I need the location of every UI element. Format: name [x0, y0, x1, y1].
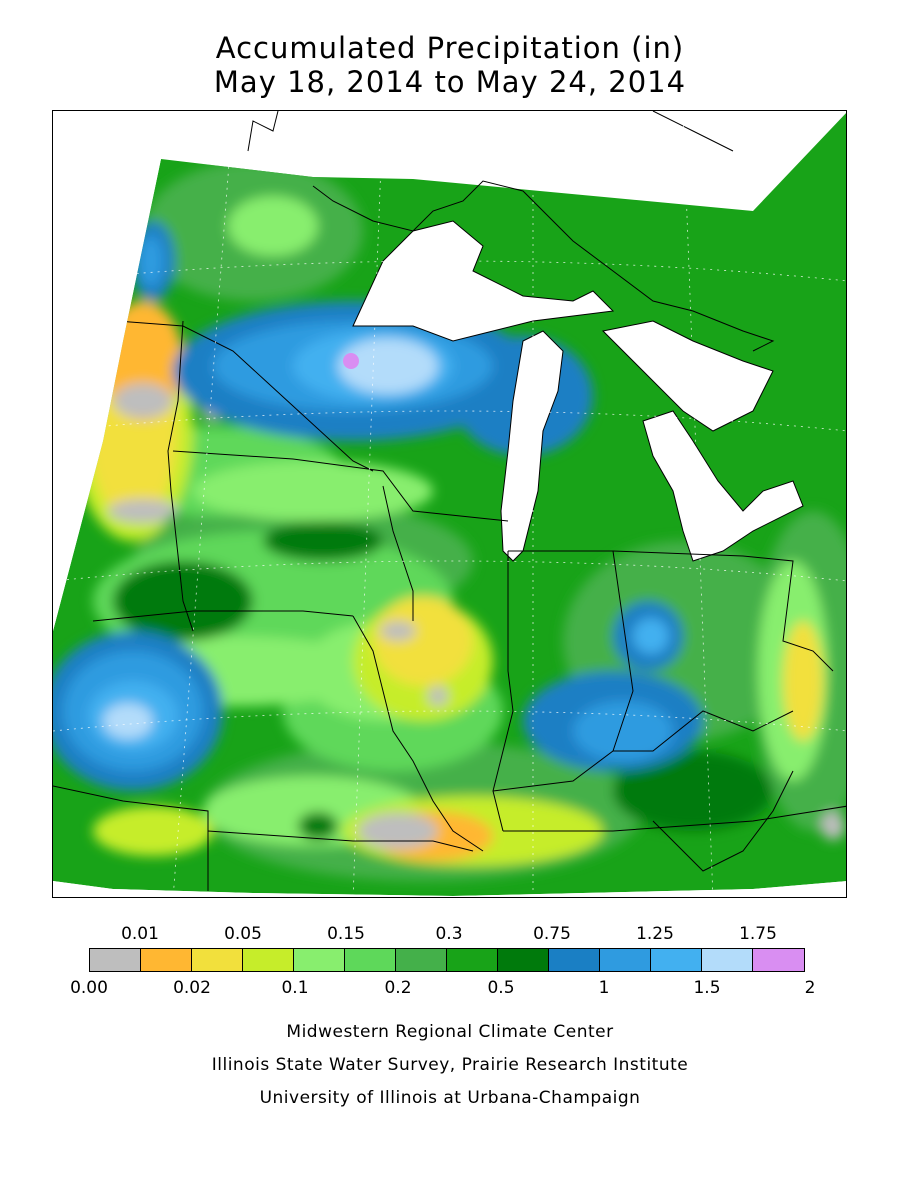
legend-tick-bottom: 2 — [804, 978, 816, 998]
precip-field — [53, 111, 846, 896]
legend-swatch — [447, 949, 498, 971]
precipitation-map — [52, 110, 847, 898]
legend-swatch — [345, 949, 396, 971]
legend-tick-bottom: 1 — [598, 978, 610, 998]
legend-swatch — [90, 949, 141, 971]
map-title: Accumulated Precipitation (in) — [215, 31, 685, 65]
legend-tick-top: 0.01 — [121, 924, 159, 944]
legend-tick-bottom: 0.02 — [173, 978, 211, 998]
legend-swatch — [141, 949, 192, 971]
map-canvas — [53, 111, 846, 897]
state-boundaries — [53, 320, 846, 891]
legend-tick-bottom: 0.2 — [384, 978, 412, 998]
legend-tick-bottom: 0.1 — [281, 978, 309, 998]
legend-tick-top: 1.25 — [636, 924, 674, 944]
legend-swatch — [753, 949, 804, 971]
legend-swatch — [396, 949, 447, 971]
legend-swatch — [243, 949, 294, 971]
legend-tick-bottom: 0.5 — [487, 978, 515, 998]
legend-tick-bottom: 0.00 — [70, 978, 108, 998]
legend-tick-top: 1.75 — [739, 924, 777, 944]
legend-swatch — [294, 949, 345, 971]
legend-swatch — [549, 949, 600, 971]
map-date-range: May 18, 2014 to May 24, 2014 — [213, 65, 687, 99]
legend-swatch — [600, 949, 651, 971]
legend-swatch — [702, 949, 753, 971]
legend-tick-top: 0.3 — [435, 924, 463, 944]
graticule — [53, 111, 846, 897]
credit-survey: Illinois State Water Survey, Prairie Res… — [211, 1055, 689, 1075]
legend-swatch — [651, 949, 702, 971]
color-scale — [89, 948, 805, 972]
legend-tick-top: 0.75 — [533, 924, 571, 944]
legend-swatch — [192, 949, 243, 971]
legend-tick-bottom: 1.5 — [693, 978, 721, 998]
credit-center: Midwestern Regional Climate Center — [286, 1022, 614, 1042]
legend-swatch — [498, 949, 549, 971]
credit-university: University of Illinois at Urbana-Champai… — [259, 1088, 641, 1108]
legend-tick-top: 0.05 — [224, 924, 262, 944]
legend-tick-top: 0.15 — [327, 924, 365, 944]
